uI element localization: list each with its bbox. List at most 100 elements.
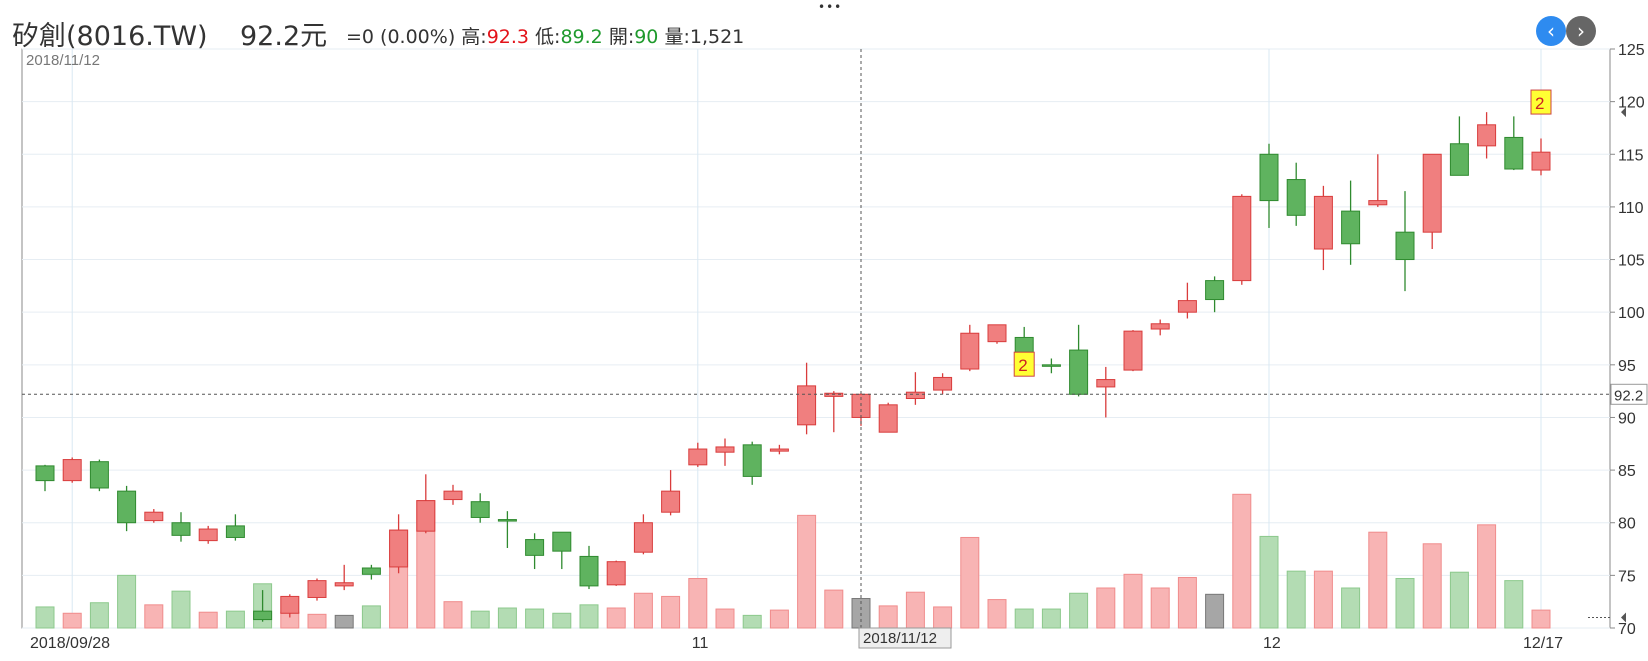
candle-body: [1096, 379, 1116, 388]
volume-bar: [960, 536, 980, 629]
volume-bar: [1422, 543, 1442, 629]
candle-body: [1259, 153, 1279, 202]
stock-name: 矽創(8016.TW): [12, 21, 208, 52]
y-tick-label: 95: [1618, 358, 1636, 375]
volume-bar: [579, 604, 599, 629]
volume-bar: [1150, 587, 1170, 629]
volume-bar: [661, 595, 681, 629]
price-change: =0 (0.00%): [346, 26, 456, 48]
volume-bar: [225, 610, 245, 629]
candle-body: [497, 519, 517, 522]
y-tick-label: 85: [1618, 463, 1636, 480]
y-tick-label: 70: [1618, 621, 1636, 638]
marker-arrow-icon: [1621, 612, 1626, 623]
volume-bar: [878, 605, 898, 629]
volume-bar: [742, 614, 762, 629]
volume-bar: [797, 514, 817, 629]
volume-bar: [144, 604, 164, 629]
x-label: 12/17: [1523, 635, 1563, 652]
volume-bar: [824, 589, 844, 629]
volume-bar: [470, 610, 490, 629]
crosshair-date-box: [858, 627, 952, 649]
volume-bar: [1096, 587, 1116, 629]
candle-body: [334, 582, 354, 587]
volume-bar: [633, 592, 653, 629]
top-left-date: 2018/11/12: [26, 52, 100, 69]
candle-body: [1422, 153, 1442, 233]
candle-body: [1286, 179, 1306, 216]
volume-bar: [1014, 608, 1034, 629]
candle-body: [688, 448, 708, 466]
volume-bar: [1123, 573, 1143, 629]
candle-body: [1449, 143, 1469, 176]
volume-bar: [497, 607, 517, 629]
candle-body: [62, 459, 82, 482]
candle-body: [198, 528, 218, 542]
event-badge-label: 2: [1018, 356, 1027, 375]
candle-body: [661, 490, 681, 513]
volume-bar: [769, 609, 789, 629]
volume-bar: [443, 601, 463, 629]
candle-body: [1123, 330, 1143, 371]
volume-bar: [905, 591, 925, 629]
candle-body: [389, 529, 409, 568]
event-badge: [1013, 351, 1035, 377]
crosshair-date-label: 2018/11/12: [863, 630, 937, 647]
candle-body: [824, 392, 844, 397]
candle-body: [878, 404, 898, 433]
volume-bar: [606, 607, 626, 629]
next-button[interactable]: ›: [1566, 16, 1596, 46]
y-tick-label: 125: [1618, 42, 1645, 59]
high-label: 高:: [461, 26, 487, 48]
drag-handle-icon[interactable]: •••: [818, 0, 843, 14]
volume-bar: [1313, 570, 1333, 629]
candle-body: [1341, 210, 1361, 245]
candle-body: [1368, 200, 1388, 206]
volume-bar: [933, 606, 953, 629]
candle-body: [1041, 364, 1061, 367]
candle-body: [1504, 136, 1524, 170]
y-tick-label: 105: [1618, 253, 1645, 270]
open-label: 開:: [608, 26, 635, 48]
candle-body: [443, 490, 463, 501]
candle-body: [1313, 195, 1333, 250]
candle-body: [280, 595, 300, 614]
y-tick-label: 110: [1618, 200, 1644, 217]
y-tick-label: 80: [1618, 516, 1636, 533]
candle-body: [171, 522, 191, 536]
volume-bar: [1531, 609, 1551, 629]
candle-body: [35, 465, 55, 482]
quote-stats: =0 (0.00%) 高:92.3 低:89.2 開:90 量:1,521: [346, 22, 744, 49]
candle-body: [769, 448, 789, 452]
volume-bar: [525, 608, 545, 629]
y-tick-label: 120: [1618, 95, 1645, 112]
candle-body: [144, 511, 164, 522]
volume-bar: [62, 612, 82, 629]
previous-button[interactable]: ‹: [1536, 16, 1566, 46]
candle-body: [633, 522, 653, 553]
volume-bar: [198, 611, 218, 629]
candle-body: [1150, 323, 1170, 330]
volume-bar: [1069, 592, 1089, 629]
candle-body: [525, 539, 545, 556]
candle-body: [307, 580, 327, 598]
candle-body: [1177, 300, 1197, 313]
volume-bar: [1232, 493, 1252, 629]
y-tick-label: 90: [1618, 410, 1636, 427]
volume-bar: [171, 590, 191, 629]
candle-body: [225, 525, 245, 538]
volume-bar: [1341, 587, 1361, 629]
candle-body: [253, 610, 273, 621]
volume-bar: [307, 613, 327, 629]
low-value: 89.2: [560, 26, 603, 48]
volume-label: 量:: [664, 26, 690, 48]
volume-bar: [1177, 576, 1197, 629]
volume-bar: [334, 614, 354, 629]
x-label: 12: [1263, 635, 1281, 652]
volume-bar: [1259, 535, 1279, 629]
volume-bar: [1205, 593, 1225, 629]
y-tick-label: 115: [1618, 147, 1644, 164]
candle-body: [470, 501, 490, 518]
candle-body: [1232, 195, 1252, 282]
